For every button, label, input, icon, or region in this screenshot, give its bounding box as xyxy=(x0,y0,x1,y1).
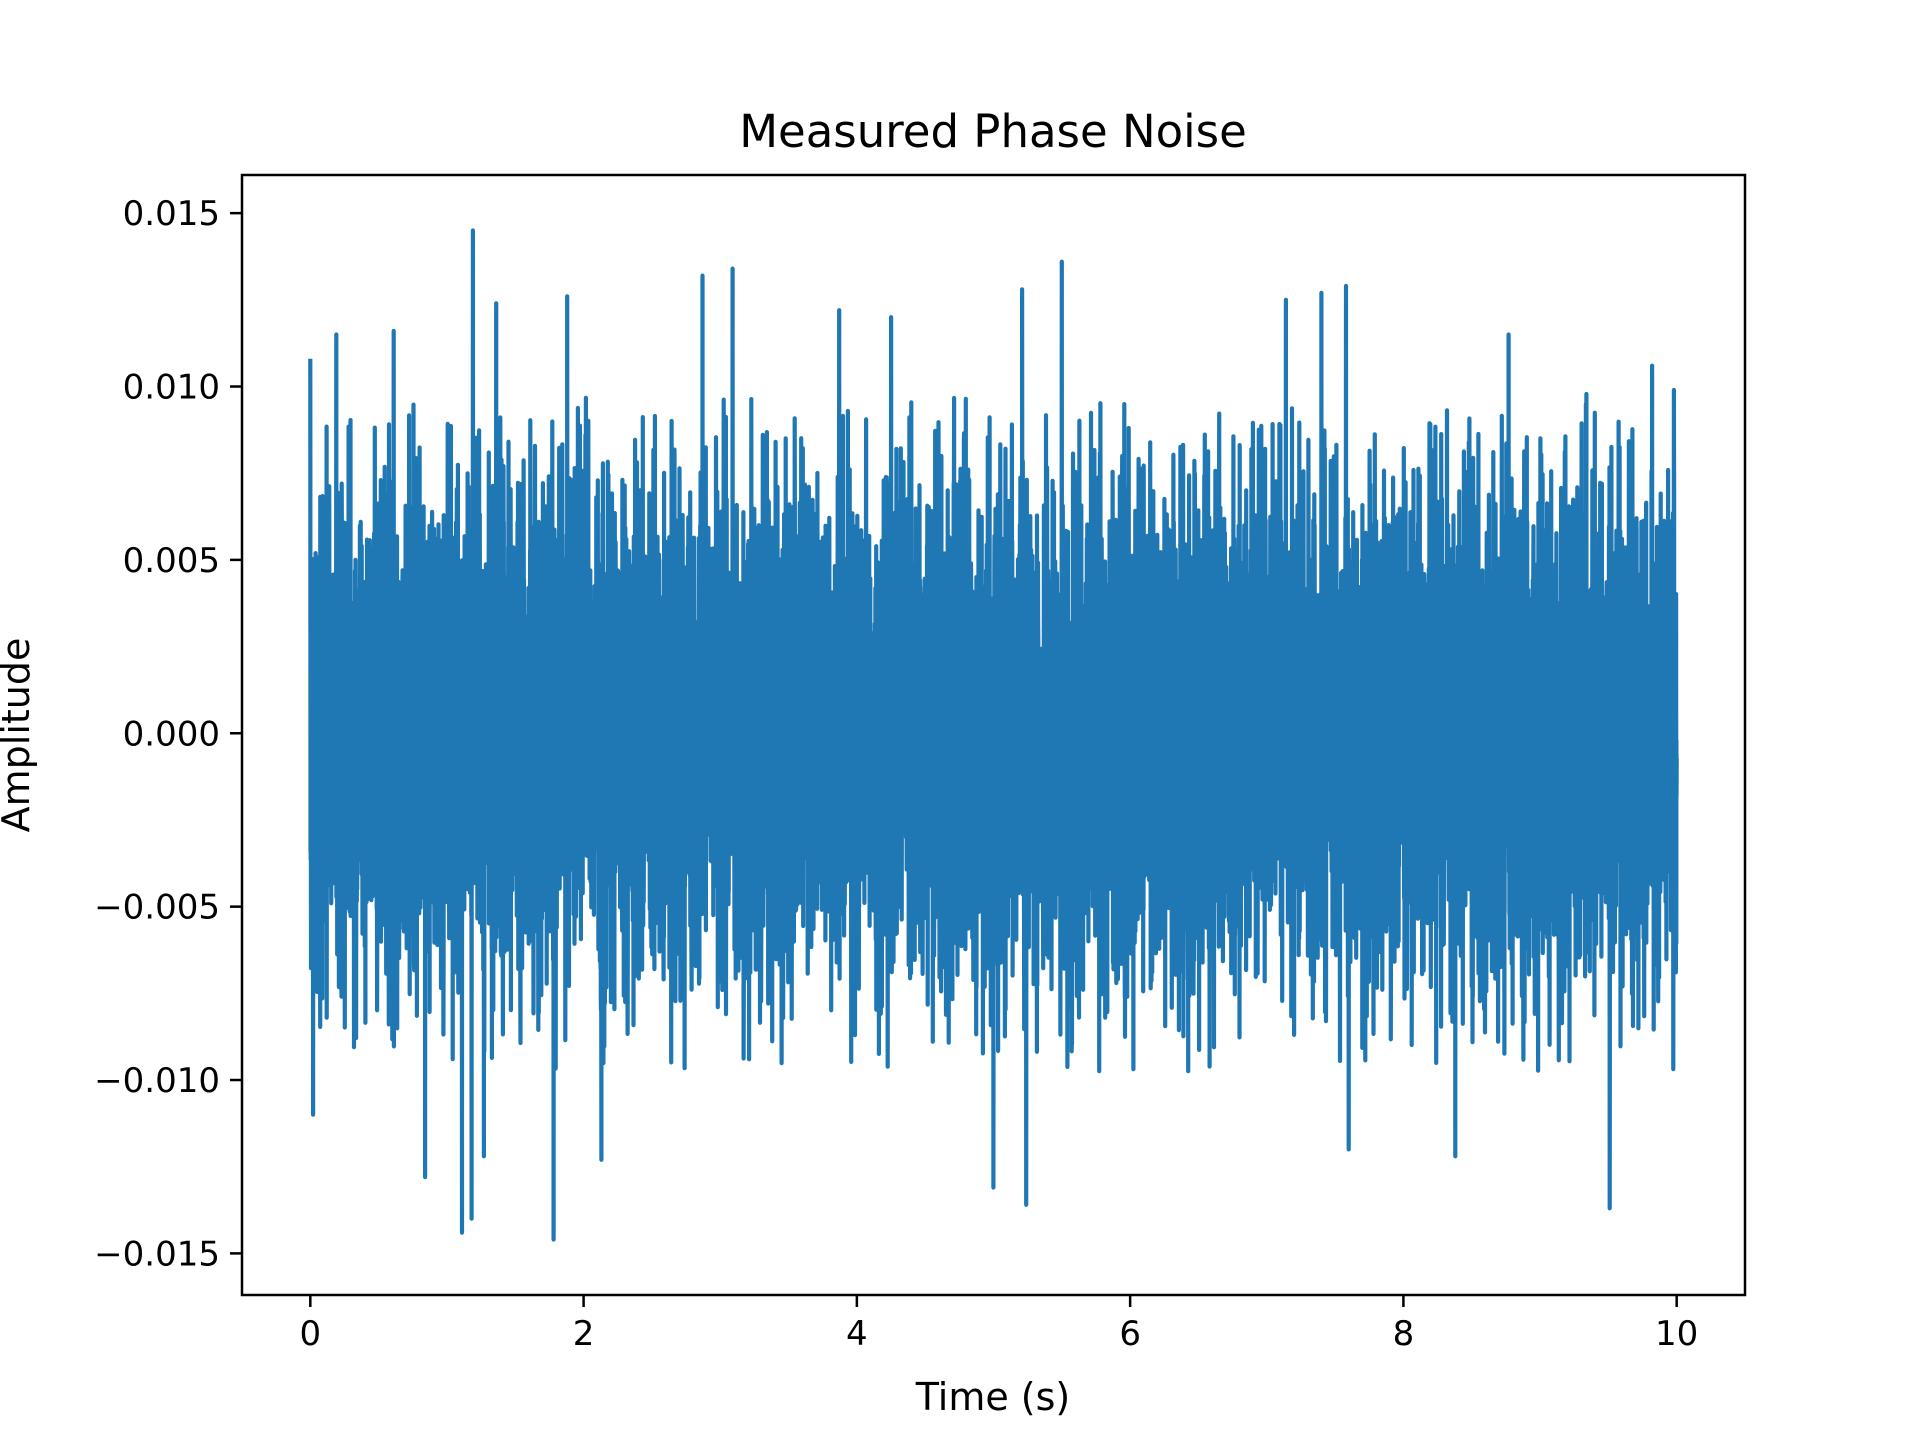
y-tick-label: −0.010 xyxy=(94,1061,220,1101)
y-axis: −0.015 −0.010 −0.005 0.000 0.005 0.010 0.015 xyxy=(94,194,242,1274)
y-tick-label: 0.010 xyxy=(123,368,220,408)
x-axis-label: Time (s) xyxy=(915,1375,1071,1419)
x-tick-label: 0 xyxy=(299,1314,321,1354)
x-tick-label: 4 xyxy=(846,1314,868,1354)
y-axis-label: Amplitude xyxy=(0,638,38,833)
y-tick-label: 0.000 xyxy=(123,714,220,754)
x-tick-label: 8 xyxy=(1393,1314,1415,1354)
y-tick-label: −0.015 xyxy=(94,1234,220,1274)
x-axis: 0 2 4 6 8 10 xyxy=(299,1295,1698,1354)
y-tick-label: 0.005 xyxy=(123,541,220,581)
x-tick-label: 10 xyxy=(1655,1314,1698,1354)
chart-title: Measured Phase Noise xyxy=(739,105,1247,158)
x-tick-label: 6 xyxy=(1119,1314,1141,1354)
series-line xyxy=(308,228,1679,1242)
plot-area xyxy=(308,228,1679,1242)
y-tick-label: −0.005 xyxy=(94,888,220,928)
y-tick-label: 0.015 xyxy=(123,194,220,234)
plot-frame xyxy=(240,173,1747,1297)
x-tick-label: 2 xyxy=(573,1314,595,1354)
